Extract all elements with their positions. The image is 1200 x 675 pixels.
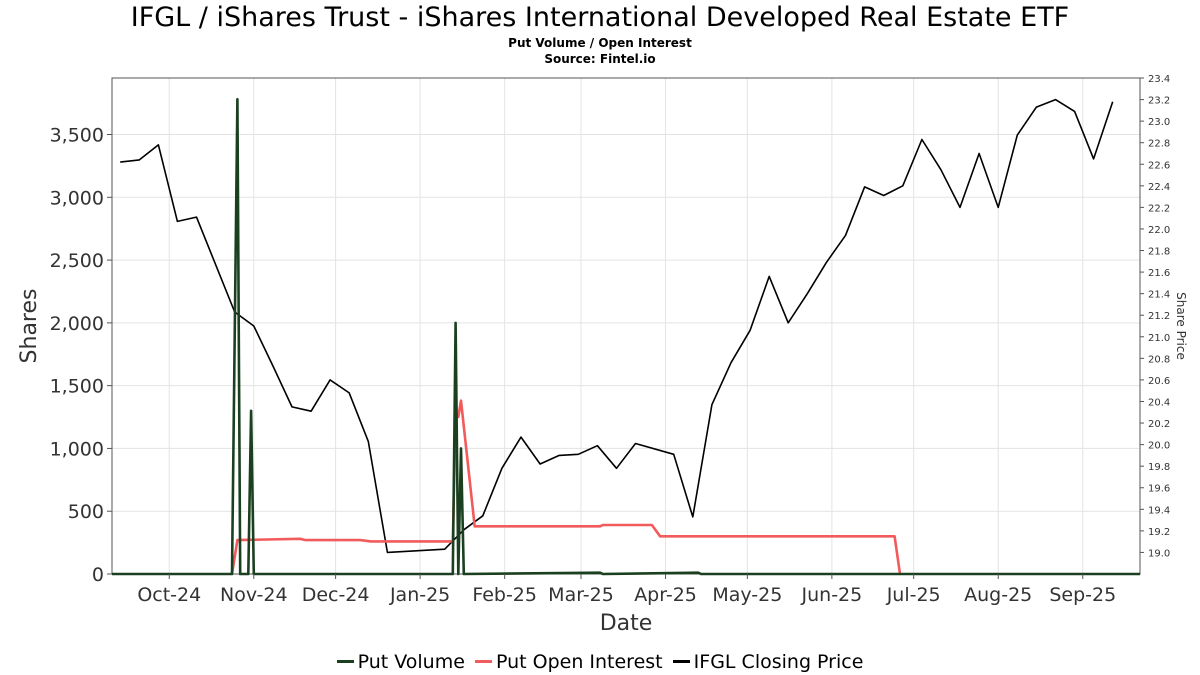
y-tick-label: 0 [92, 564, 104, 586]
y-tick-label: 500 [68, 501, 104, 523]
x-tick-label: Jun-25 [801, 584, 863, 606]
legend-swatch-closing-price [672, 660, 690, 663]
series-layer [112, 98, 1140, 576]
y2-tick-label: 21.0 [1148, 333, 1170, 344]
y2-tick-label: 23.4 [1148, 74, 1170, 85]
y2-axis-label: Share Price [1174, 292, 1188, 360]
y-tick-label: 2,000 [50, 313, 104, 335]
x-tick-label: Aug-25 [964, 584, 1032, 606]
y-tick-label: 3,000 [50, 187, 104, 209]
legend-swatch-put-volume [336, 660, 354, 663]
legend-label-put-open-interest: Put Open Interest [495, 650, 663, 673]
y2-tick-label: 22.8 [1148, 139, 1170, 150]
y2-tick-label: 22.6 [1148, 160, 1170, 171]
y2-tick-label: 20.0 [1148, 441, 1170, 452]
y-tick-label: 1,500 [50, 376, 104, 398]
y2-tick-label: 19.8 [1148, 462, 1170, 473]
y2-tick-label: 19.2 [1148, 527, 1170, 538]
x-tick-label: Jan-25 [389, 584, 450, 606]
x-tick-label: May-25 [712, 584, 782, 606]
chart-subtitle: Put Volume / Open Interest [508, 36, 692, 50]
y2-tick-label: 22.2 [1148, 203, 1170, 214]
plot-frame [111, 77, 1141, 575]
y2-tick-label: 20.2 [1148, 419, 1170, 430]
grid-lines [112, 78, 1140, 575]
y2-tick-label: 19.0 [1148, 548, 1170, 559]
legend: Put Volume Put Open Interest IFGL Closin… [0, 646, 1200, 673]
legend-item-closing-price: IFGL Closing Price [672, 650, 864, 673]
y-axis-label: Shares [17, 289, 42, 364]
legend-label-closing-price: IFGL Closing Price [693, 650, 864, 673]
chart-title: IFGL / iShares Trust - iShares Internati… [130, 2, 1070, 33]
y-tick-label: 2,500 [50, 250, 104, 272]
y2-tick-label: 22.0 [1148, 225, 1170, 236]
y2-tick-label: 19.6 [1148, 484, 1170, 495]
y2-tick-label: 23.2 [1148, 96, 1170, 107]
x-tick-label: Sep-25 [1049, 584, 1116, 606]
series-line-put-volume [112, 98, 1140, 576]
y2-tick-label: 20.6 [1148, 376, 1170, 387]
x-axis-label: Date [600, 611, 653, 636]
x-tick-label: Jul-25 [886, 584, 941, 606]
legend-item-put-open-interest: Put Open Interest [474, 650, 663, 673]
y2-tick-label: 22.4 [1148, 182, 1170, 193]
x-tick-label: Apr-25 [634, 584, 697, 606]
x-tick-label: Nov-24 [220, 584, 288, 606]
series-line-put-open-interest [230, 399, 902, 575]
legend-label-put-volume: Put Volume [357, 650, 465, 673]
series-line-closing-price [120, 98, 1114, 554]
y-tick-label: 3,500 [50, 125, 104, 147]
y2-tick-label: 21.6 [1148, 268, 1170, 279]
chart-source: Source: Fintel.io [544, 52, 656, 66]
legend-item-put-volume: Put Volume [336, 650, 465, 673]
y2-tick-label: 21.2 [1148, 311, 1170, 322]
y2-tick-label: 20.4 [1148, 397, 1170, 408]
y-tick-label: 1,000 [50, 438, 104, 460]
y2-tick-label: 19.4 [1148, 505, 1170, 516]
x-tick-label: Feb-25 [472, 584, 537, 606]
y2-tick-label: 21.8 [1148, 247, 1170, 258]
y2-tick-label: 20.8 [1148, 354, 1170, 365]
x-tick-label: Mar-25 [548, 584, 614, 606]
y2-tick-label: 21.4 [1148, 290, 1170, 301]
x-tick-label: Dec-24 [302, 584, 370, 606]
x-tick-label: Oct-24 [137, 584, 201, 606]
axis-layer: 0 500 1,000 1,500 2,000 2,500 3,000 3,500 19.0 19… [50, 74, 1171, 606]
y2-tick-label: 23.0 [1148, 117, 1170, 128]
legend-swatch-put-open-interest [474, 660, 492, 663]
